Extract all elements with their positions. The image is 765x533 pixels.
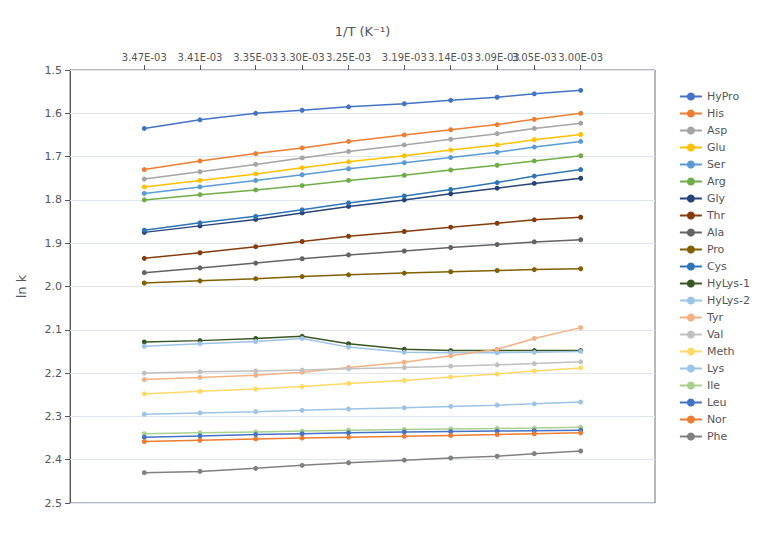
svg-text:Pro: Pro: [707, 243, 725, 256]
svg-text:2.3: 2.3: [45, 410, 63, 423]
svg-text:2.5: 2.5: [45, 497, 63, 510]
svg-text:3.00E-03: 3.00E-03: [558, 52, 603, 63]
svg-text:His: His: [707, 107, 724, 120]
svg-text:1.9: 1.9: [45, 237, 63, 250]
svg-text:2.0: 2.0: [45, 280, 63, 293]
svg-text:3.35E-03: 3.35E-03: [233, 52, 278, 63]
svg-text:3.47E-03: 3.47E-03: [122, 52, 167, 63]
svg-text:Cys: Cys: [707, 260, 727, 273]
svg-text:HyLys-1: HyLys-1: [707, 277, 750, 290]
svg-text:3.25E-03: 3.25E-03: [326, 52, 371, 63]
svg-text:Asp: Asp: [707, 124, 727, 137]
svg-text:Ser: Ser: [707, 158, 726, 171]
svg-text:2.4: 2.4: [45, 453, 63, 466]
svg-text:Leu: Leu: [707, 396, 727, 409]
svg-text:3.19E-03: 3.19E-03: [382, 52, 427, 63]
svg-text:1.5: 1.5: [45, 64, 63, 77]
svg-text:1.8: 1.8: [45, 193, 63, 206]
svg-text:1/T (K⁻¹): 1/T (K⁻¹): [335, 24, 390, 39]
svg-text:Val: Val: [707, 328, 723, 341]
svg-text:3.09E-03: 3.09E-03: [474, 51, 520, 63]
svg-text:Tyr: Tyr: [706, 311, 724, 324]
svg-text:3.41E-03: 3.41E-03: [178, 52, 223, 63]
svg-text:3.30E-03: 3.30E-03: [280, 52, 325, 63]
svg-text:HyLys-2: HyLys-2: [707, 294, 750, 307]
svg-text:Lys: Lys: [707, 362, 725, 375]
svg-text:3.14E-03: 3.14E-03: [428, 52, 473, 63]
svg-text:Phe: Phe: [707, 430, 728, 443]
svg-text:HyPro: HyPro: [707, 90, 740, 103]
svg-text:1.6: 1.6: [45, 107, 63, 120]
svg-text:Arg: Arg: [707, 175, 726, 188]
svg-text:Thr: Thr: [706, 209, 726, 222]
svg-text:Ile: Ile: [707, 379, 720, 392]
svg-text:ln k: ln k: [14, 274, 29, 298]
svg-text:3.05E-03: 3.05E-03: [512, 52, 557, 63]
svg-text:1.7: 1.7: [45, 150, 63, 163]
svg-text:Gly: Gly: [707, 192, 726, 205]
svg-text:Glu: Glu: [707, 141, 726, 154]
svg-text:Ala: Ala: [707, 226, 724, 239]
svg-text:2.1: 2.1: [45, 323, 63, 336]
svg-text:Meth: Meth: [707, 345, 735, 358]
svg-text:Nor: Nor: [707, 413, 727, 426]
svg-text:2.2: 2.2: [45, 367, 63, 380]
